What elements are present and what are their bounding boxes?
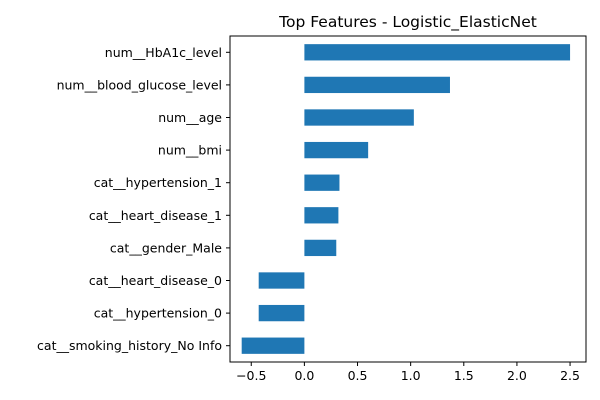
x-tick-label-2: 0.5	[348, 368, 368, 383]
bar-7	[258, 272, 305, 289]
y-tick-label-5: cat__heart_disease_1	[89, 208, 222, 223]
bar-0	[304, 44, 571, 61]
y-tick-label-8: cat__hypertension_0	[94, 306, 222, 321]
x-tick-label-4: 1.5	[454, 368, 474, 383]
bar-8	[258, 304, 305, 322]
chart-title: Top Features - Logistic_ElasticNet	[278, 13, 537, 32]
plot-frame	[229, 35, 587, 363]
y-tick-label-7: cat__heart_disease_0	[89, 273, 222, 288]
y-tick-label-6: cat__gender_Male	[110, 240, 222, 255]
bar-9	[241, 337, 305, 354]
y-tick-label-9: cat__smoking_history_No Info	[37, 338, 222, 353]
x-tick-label-1: 0.0	[294, 368, 314, 383]
bar-1	[304, 76, 450, 94]
x-tick-label-6: 2.5	[560, 368, 580, 383]
x-tick-label-5: 2.0	[507, 368, 527, 383]
x-axis-ticks: −0.5 0.0 0.5 1.0 1.5 2.0 2.5	[236, 362, 580, 383]
y-tick-label-4: cat__hypertension_1	[94, 175, 222, 190]
x-tick-label-0: −0.5	[236, 368, 266, 383]
bar-3	[304, 141, 369, 159]
bars-group	[241, 44, 571, 354]
y-tick-label-3: num__bmi	[158, 143, 222, 158]
y-tick-label-2: num__age	[158, 110, 222, 125]
y-axis-ticks: num__HbA1c_level num__blood_glucose_level…	[37, 45, 230, 353]
bar-6	[304, 239, 337, 257]
bar-4	[304, 174, 340, 191]
bar-2	[304, 109, 414, 126]
bar-5	[304, 207, 339, 224]
x-tick-label-3: 1.0	[401, 368, 421, 383]
y-tick-label-1: num__blood_glucose_level	[57, 77, 222, 92]
y-tick-label-0: num__HbA1c_level	[105, 45, 222, 60]
